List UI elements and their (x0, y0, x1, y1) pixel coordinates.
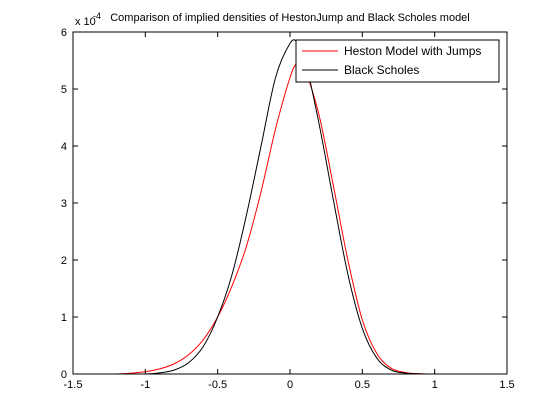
x-tick-label: -0.5 (208, 379, 227, 391)
x-tick-label: -1 (140, 379, 150, 391)
y-tick-label: 0 (61, 369, 67, 381)
y-tick-label: 2 (61, 255, 67, 267)
series-line-black-scholes (72, 39, 508, 375)
x-tick-label: 0 (287, 379, 293, 391)
y-axis-ticks: 0 1 2 3 4 5 6 (61, 27, 507, 381)
legend-box (295, 39, 500, 83)
chart-title: Comparison of implied densities of Hesto… (110, 12, 470, 24)
plot-background (72, 31, 508, 375)
x-tick-label: -1.5 (64, 379, 83, 391)
y-tick-label: 3 (61, 198, 67, 210)
y-tick-label: 6 (61, 27, 67, 39)
series-line-heston-jumps (72, 61, 508, 375)
y-multiplier-exponent: -4 (93, 11, 101, 21)
x-tick-label: 1 (432, 379, 438, 391)
x-tick-label: 0.5 (355, 379, 370, 391)
legend-label: Heston Model with Jumps (344, 44, 481, 58)
x-tick-label: 1.5 (499, 379, 514, 391)
x-axis-ticks: -1.5 -1 -0.5 0 0.5 1 1.5 (64, 32, 515, 391)
plot-area (72, 31, 508, 375)
y-tick-label: 4 (61, 141, 67, 153)
legend: Heston Model with Jumps Black Scholes (295, 39, 500, 83)
y-tick-label: 1 (61, 312, 67, 324)
y-axis-multiplier: x 10 -4 (75, 11, 101, 28)
legend-label: Black Scholes (344, 63, 419, 77)
y-multiplier-base: x 10 (75, 16, 96, 28)
series-lines (72, 39, 508, 375)
y-tick-label: 5 (61, 84, 67, 96)
